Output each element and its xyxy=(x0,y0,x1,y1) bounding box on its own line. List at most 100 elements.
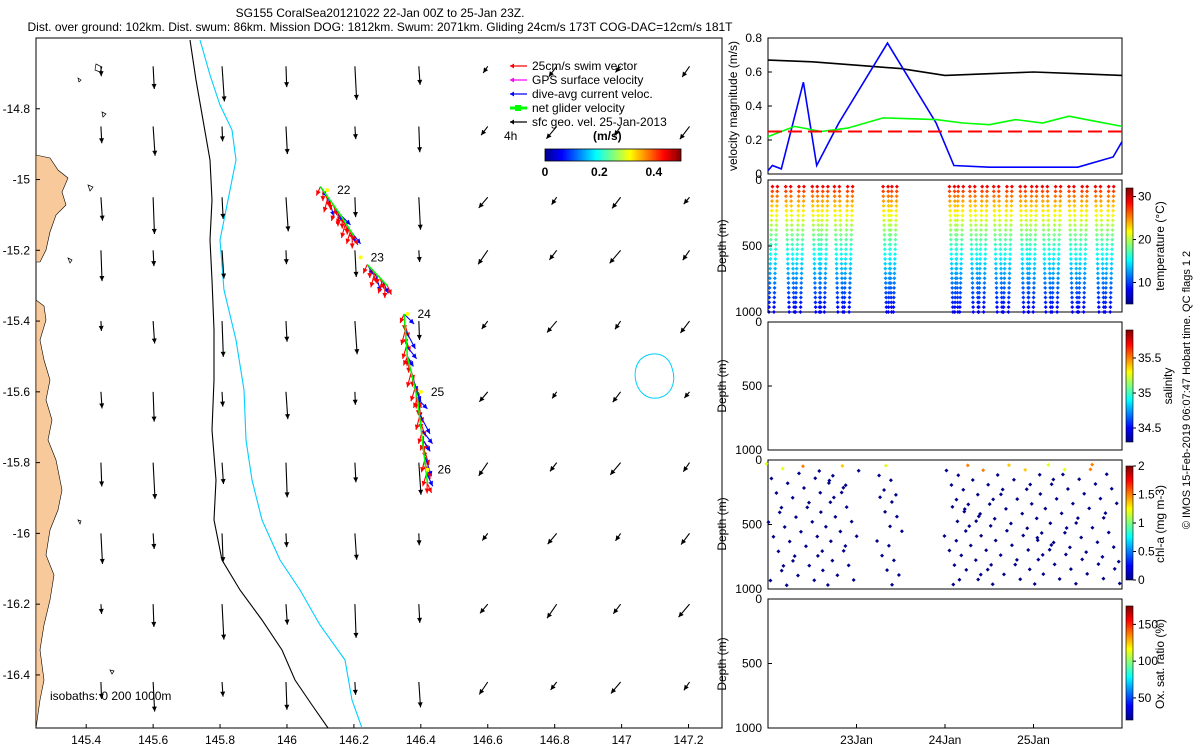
temperature-point xyxy=(1048,285,1053,290)
temperature-point xyxy=(1043,300,1048,305)
temperature-point xyxy=(774,203,779,208)
surface-current-arrow xyxy=(550,681,558,691)
speed-colorbar xyxy=(544,148,682,162)
temperature-point xyxy=(978,232,983,237)
temperature-point xyxy=(999,271,1004,276)
temperature-point xyxy=(1027,281,1032,286)
temperature-point xyxy=(1096,305,1101,310)
map-legend: 25cm/s swim vector GPS surface velocity … xyxy=(504,59,682,179)
temperature-point xyxy=(1096,285,1101,290)
temperature-point xyxy=(801,218,806,223)
temperature-point xyxy=(799,266,804,271)
temperature-point xyxy=(973,194,978,199)
swim-vector xyxy=(386,285,392,295)
speed-colorbar-tick: 0.4 xyxy=(645,165,662,179)
surface-current-arrow xyxy=(221,250,227,279)
temperature-point xyxy=(786,285,791,290)
temperature-point xyxy=(1002,256,1007,261)
temperature-point xyxy=(1028,232,1033,237)
temperature-point xyxy=(947,184,952,189)
temperature-point xyxy=(819,242,824,247)
temperature-point xyxy=(784,218,789,223)
temperature-point xyxy=(1058,194,1063,199)
chlorophyll-point xyxy=(956,473,961,478)
chlorophyll-point xyxy=(1032,581,1037,586)
chlorophyll-point xyxy=(1084,550,1089,555)
temperature-point xyxy=(767,300,772,305)
temperature-point xyxy=(823,261,828,266)
temperature-point xyxy=(1104,281,1109,286)
temperature-point xyxy=(1042,271,1047,276)
temperature-point xyxy=(1110,237,1115,242)
temperature-point xyxy=(954,247,959,252)
temperature-point xyxy=(968,223,973,228)
temperature-point xyxy=(992,218,997,223)
chlorophyll-point xyxy=(1001,572,1006,577)
temperature-point xyxy=(790,252,795,257)
temperature-point xyxy=(882,228,887,233)
dac-vector xyxy=(424,457,433,477)
temperature-point xyxy=(1076,305,1081,310)
temperature-point xyxy=(892,261,897,266)
temperature-point xyxy=(848,266,853,271)
temperature-point xyxy=(893,237,898,242)
temperature-point xyxy=(959,261,964,266)
temperature-point xyxy=(999,276,1004,281)
temperature-point xyxy=(956,189,961,194)
temperature-point xyxy=(1021,310,1026,314)
temperature-point xyxy=(845,189,850,194)
temperature-point xyxy=(1031,300,1036,305)
chlorophyll-point xyxy=(888,478,893,483)
temperature-point xyxy=(1109,252,1114,257)
surface-current-arrow xyxy=(613,126,622,136)
surface-current-arrow xyxy=(283,533,289,548)
temperature-point xyxy=(1098,203,1103,208)
track-day-marker xyxy=(425,467,430,472)
temperature-point xyxy=(1052,218,1057,223)
temperature-point xyxy=(891,295,896,300)
temperature-point xyxy=(791,271,796,276)
temperature-point xyxy=(991,194,996,199)
temperature-point xyxy=(888,218,893,223)
temperature-point xyxy=(788,189,793,194)
chlorophyll-point xyxy=(1025,526,1030,531)
chlorophyll-point xyxy=(1021,533,1026,538)
temperature-point xyxy=(839,247,844,252)
temperature-point xyxy=(1067,199,1072,204)
temperature-point xyxy=(796,208,801,213)
temperature-point xyxy=(1052,208,1057,213)
temperature-point xyxy=(949,276,954,281)
surface-current-arrow xyxy=(611,196,622,209)
footer-credit: © IMOS 15-Feb-2019 06:07:47 Hobart time.… xyxy=(1181,251,1193,529)
temperature-point xyxy=(1074,261,1079,266)
chlorophyll-point xyxy=(805,505,810,510)
temperature-point xyxy=(1024,228,1029,233)
temperature-point xyxy=(953,300,958,305)
temperature-point xyxy=(894,208,899,213)
temperature-point xyxy=(1042,256,1047,261)
chlorophyll-point xyxy=(1027,567,1032,572)
chlorophyll-point xyxy=(1008,521,1013,526)
chlorophyll-point xyxy=(1077,477,1082,482)
temperature-point xyxy=(1068,232,1073,237)
temperature-point xyxy=(881,208,886,213)
chlorophyll-point xyxy=(779,505,784,510)
temperature-point xyxy=(1068,256,1073,261)
temperature-point xyxy=(796,189,801,194)
temperature-point xyxy=(812,271,817,276)
surface-current-arrow xyxy=(151,533,157,550)
temperature-point xyxy=(888,242,893,247)
legend-net-velocity-label: net glider velocity xyxy=(532,101,625,115)
temperature-point xyxy=(1082,295,1087,300)
temperature-point xyxy=(886,194,891,199)
temperature-point xyxy=(1073,256,1078,261)
temperature-point xyxy=(884,305,889,310)
temperature-point xyxy=(794,276,799,281)
temperature-point xyxy=(794,290,799,295)
colorbar-tick-label: 1 xyxy=(1138,516,1145,530)
temperature-point xyxy=(772,305,777,310)
temperature-point xyxy=(959,247,964,252)
temperature-point xyxy=(1104,247,1109,252)
temperature-point xyxy=(1068,242,1073,247)
temperature-point xyxy=(810,189,815,194)
